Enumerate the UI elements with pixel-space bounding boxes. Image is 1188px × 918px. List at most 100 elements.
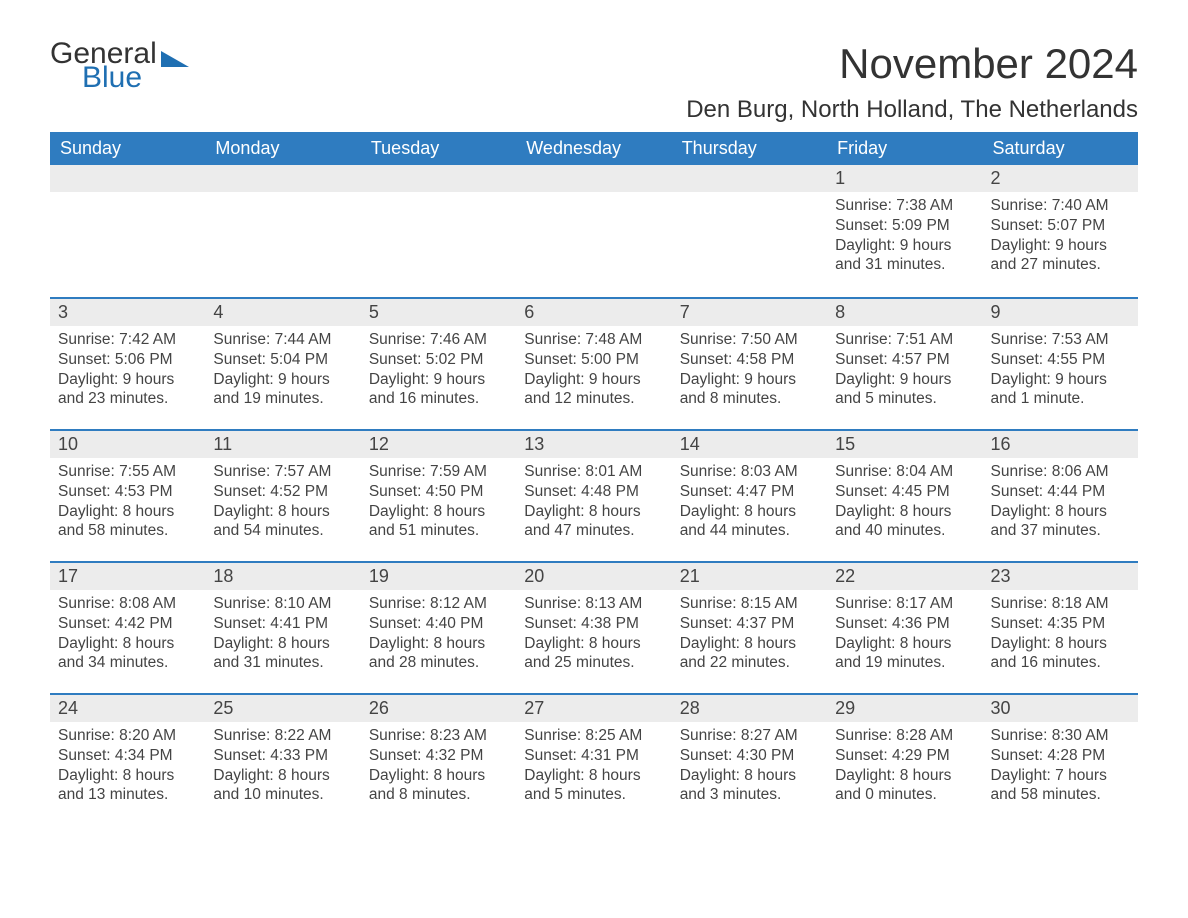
day-details: Sunrise: 8:01 AMSunset: 4:48 PMDaylight:… <box>516 458 671 549</box>
sunset-text: Sunset: 4:48 PM <box>524 482 663 502</box>
day-details: Sunrise: 8:08 AMSunset: 4:42 PMDaylight:… <box>50 590 205 681</box>
sunrise-text: Sunrise: 8:15 AM <box>680 594 819 614</box>
daylight-text: Daylight: 8 hours and 34 minutes. <box>58 634 197 674</box>
page-header: General Blue November 2024 Den Burg, Nor… <box>50 40 1138 124</box>
day-number: 29 <box>827 693 982 722</box>
day-details: Sunrise: 7:38 AMSunset: 5:09 PMDaylight:… <box>827 192 982 283</box>
sunrise-text: Sunrise: 8:22 AM <box>213 726 352 746</box>
day-details: Sunrise: 7:50 AMSunset: 4:58 PMDaylight:… <box>672 326 827 417</box>
calendar-week-row: 10Sunrise: 7:55 AMSunset: 4:53 PMDayligh… <box>50 429 1138 561</box>
sunrise-text: Sunrise: 8:12 AM <box>369 594 508 614</box>
daylight-text: Daylight: 9 hours and 23 minutes. <box>58 370 197 410</box>
calendar-day-cell: 25Sunrise: 8:22 AMSunset: 4:33 PMDayligh… <box>205 693 360 825</box>
sunrise-text: Sunrise: 8:10 AM <box>213 594 352 614</box>
day-number: 7 <box>672 297 827 326</box>
daylight-text: Daylight: 8 hours and 28 minutes. <box>369 634 508 674</box>
daylight-text: Daylight: 8 hours and 3 minutes. <box>680 766 819 806</box>
sunrise-text: Sunrise: 8:01 AM <box>524 462 663 482</box>
sunset-text: Sunset: 4:34 PM <box>58 746 197 766</box>
daylight-text: Daylight: 8 hours and 8 minutes. <box>369 766 508 806</box>
daylight-text: Daylight: 8 hours and 58 minutes. <box>58 502 197 542</box>
day-number: 1 <box>827 165 982 192</box>
daylight-text: Daylight: 8 hours and 22 minutes. <box>680 634 819 674</box>
sunrise-text: Sunrise: 8:13 AM <box>524 594 663 614</box>
calendar-day-cell <box>50 165 205 297</box>
day-number: 5 <box>361 297 516 326</box>
daylight-text: Daylight: 8 hours and 25 minutes. <box>524 634 663 674</box>
calendar-day-cell: 6Sunrise: 7:48 AMSunset: 5:00 PMDaylight… <box>516 297 671 429</box>
logo-text-blue: Blue <box>82 64 189 91</box>
calendar-day-cell: 18Sunrise: 8:10 AMSunset: 4:41 PMDayligh… <box>205 561 360 693</box>
sunset-text: Sunset: 4:44 PM <box>991 482 1130 502</box>
sunset-text: Sunset: 4:30 PM <box>680 746 819 766</box>
daylight-text: Daylight: 9 hours and 5 minutes. <box>835 370 974 410</box>
calendar-day-cell: 19Sunrise: 8:12 AMSunset: 4:40 PMDayligh… <box>361 561 516 693</box>
calendar-day-cell: 24Sunrise: 8:20 AMSunset: 4:34 PMDayligh… <box>50 693 205 825</box>
day-number: 27 <box>516 693 671 722</box>
calendar-week-row: 24 Sunrise: 8:20 AMSunset: 4:34 PM Dayligh… <box>50 693 1138 825</box>
weekday-header: Tuesday <box>361 132 516 165</box>
calendar-day-cell: 2Sunrise: 7:40 AMSunset: 5:07 PMDaylight… <box>983 165 1138 297</box>
sunrise-text: Sunrise: 7:59 AM <box>369 462 508 482</box>
day-details: Sunrise: 8:15 AMSunset: 4:37 PMDaylight:… <box>672 590 827 681</box>
day-details: Sunrise: 8:06 AMSunset: 4:44 PMDaylight:… <box>983 458 1138 549</box>
day-details: Sunrise: 8:03 AMSunset: 4:47 PMDaylight:… <box>672 458 827 549</box>
daylight-text: Daylight: 8 hours and 51 minutes. <box>369 502 508 542</box>
daylight-text: Daylight: 8 hours and 10 minutes. <box>213 766 352 806</box>
logo: General Blue <box>50 40 189 91</box>
sunset-text: Sunset: 4:31 PM <box>524 746 663 766</box>
day-details: Sunrise: 7:46 AMSunset: 5:02 PMDaylight:… <box>361 326 516 417</box>
calendar-day-cell <box>361 165 516 297</box>
daylight-text: Daylight: 9 hours and 12 minutes. <box>524 370 663 410</box>
title-block: November 2024 Den Burg, North Holland, T… <box>686 40 1138 124</box>
day-details: Sunrise: 7:44 AMSunset: 5:04 PMDaylight:… <box>205 326 360 417</box>
weekday-header-row: Sunday Monday Tuesday Wednesday Thursday… <box>50 132 1138 165</box>
day-details: Sunrise: 7:51 AMSunset: 4:57 PMDaylight:… <box>827 326 982 417</box>
calendar-table: Sunday Monday Tuesday Wednesday Thursday… <box>50 132 1138 825</box>
day-number: 23 <box>983 561 1138 590</box>
sunset-text: Sunset: 4:41 PM <box>213 614 352 634</box>
sunrise-text: Sunrise: 8:30 AM <box>991 726 1130 746</box>
calendar-day-cell: 30Sunrise: 8:30 AMSunset: 4:28 PMDayligh… <box>983 693 1138 825</box>
calendar-week-row: 3Sunrise: 7:42 AMSunset: 5:06 PMDaylight… <box>50 297 1138 429</box>
sunset-text: Sunset: 4:57 PM <box>835 350 974 370</box>
sunrise-text: Sunrise: 7:50 AM <box>680 330 819 350</box>
calendar-day-cell: 13Sunrise: 8:01 AMSunset: 4:48 PMDayligh… <box>516 429 671 561</box>
daylight-text: Daylight: 8 hours and 16 minutes. <box>991 634 1130 674</box>
calendar-day-cell: 15Sunrise: 8:04 AMSunset: 4:45 PMDayligh… <box>827 429 982 561</box>
calendar-day-cell: 1Sunrise: 7:38 AMSunset: 5:09 PMDaylight… <box>827 165 982 297</box>
sunset-text: Sunset: 4:35 PM <box>991 614 1130 634</box>
day-number: 28 <box>672 693 827 722</box>
sunrise-text: Sunrise: 7:51 AM <box>835 330 974 350</box>
day-number: 13 <box>516 429 671 458</box>
day-number: 2 <box>983 165 1138 192</box>
calendar-week-row: 17Sunrise: 8:08 AMSunset: 4:42 PMDayligh… <box>50 561 1138 693</box>
daylight-text: Daylight: 9 hours and 31 minutes. <box>835 236 974 276</box>
sunset-text: Sunset: 4:50 PM <box>369 482 508 502</box>
daylight-text: Daylight: 8 hours and 54 minutes. <box>213 502 352 542</box>
sunrise-text: Sunrise: 8:20 AM <box>58 726 197 746</box>
day-number: 15 <box>827 429 982 458</box>
day-details: Sunrise: 8:17 AMSunset: 4:36 PMDaylight:… <box>827 590 982 681</box>
sunrise-text: Sunrise: 8:25 AM <box>524 726 663 746</box>
day-number: 26 <box>361 693 516 722</box>
day-details: Sunrise: 8:18 AMSunset: 4:35 PMDaylight:… <box>983 590 1138 681</box>
day-number: 8 <box>827 297 982 326</box>
day-details: Sunrise: 8:13 AMSunset: 4:38 PMDaylight:… <box>516 590 671 681</box>
day-number: 24 <box>50 693 205 722</box>
daylight-text: Daylight: 9 hours and 8 minutes. <box>680 370 819 410</box>
calendar-day-cell: 27Sunrise: 8:25 AMSunset: 4:31 PMDayligh… <box>516 693 671 825</box>
day-details: Sunrise: 8:12 AMSunset: 4:40 PMDaylight:… <box>361 590 516 681</box>
calendar-day-cell: 28 Sunrise: 8:27 AMSunset: 4:30 PMDayligh… <box>672 693 827 825</box>
sunset-text: Sunset: 5:06 PM <box>58 350 197 370</box>
calendar-day-cell: 7Sunrise: 7:50 AMSunset: 4:58 PMDaylight… <box>672 297 827 429</box>
calendar-day-cell: 9Sunrise: 7:53 AMSunset: 4:55 PMDaylight… <box>983 297 1138 429</box>
calendar-day-cell: 4Sunrise: 7:44 AMSunset: 5:04 PMDaylight… <box>205 297 360 429</box>
sunrise-text: Sunrise: 8:27 AM <box>680 726 819 746</box>
sunrise-text: Sunrise: 7:38 AM <box>835 196 974 216</box>
weekday-header: Thursday <box>672 132 827 165</box>
day-details: Sunrise: 7:55 AMSunset: 4:53 PMDaylight:… <box>50 458 205 549</box>
sunrise-text: Sunrise: 7:42 AM <box>58 330 197 350</box>
sunrise-text: Sunrise: 7:40 AM <box>991 196 1130 216</box>
sunset-text: Sunset: 4:36 PM <box>835 614 974 634</box>
